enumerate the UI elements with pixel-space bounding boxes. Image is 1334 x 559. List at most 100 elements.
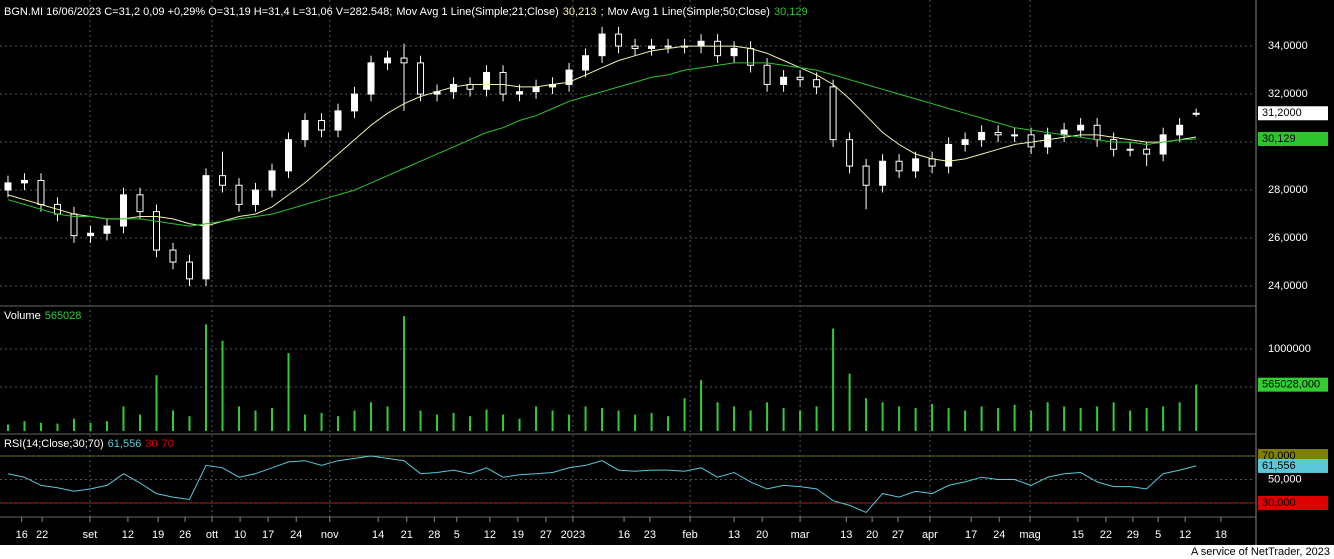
volume-bar	[138, 414, 141, 431]
volume-bar	[881, 402, 884, 431]
candle-body	[1110, 139, 1118, 150]
x-tick-label: 28	[428, 529, 440, 541]
volume-bar	[23, 421, 26, 431]
volume-bar	[386, 406, 389, 431]
rsi-badge-bg	[1258, 458, 1328, 473]
volume-bar	[469, 416, 472, 431]
panel-header: BGN.MI 16/06/2023 C=31,2 0,09 +0,29% O=3…	[4, 5, 812, 19]
level-value: 30	[145, 438, 158, 450]
x-tick-label: 27	[892, 529, 904, 541]
panel-header: Volume 565028	[4, 309, 85, 323]
footer: A service of NetTrader, 2023	[1191, 546, 1330, 558]
candle-body	[945, 143, 953, 167]
grid	[0, 0, 1255, 522]
panel-title: Volume	[4, 310, 41, 322]
candle-body	[4, 182, 12, 191]
volume-bar	[370, 402, 373, 431]
x-tick-label: 16	[618, 529, 630, 541]
volume-bar	[1013, 404, 1016, 431]
x-tick-label: 24	[290, 529, 302, 541]
candle-body	[318, 119, 326, 131]
candle-body	[1093, 124, 1101, 141]
candle-body	[152, 211, 160, 251]
rsi-badge: 61,556	[1262, 460, 1296, 472]
candle-body	[186, 261, 194, 280]
x-tick-label: 10	[234, 529, 246, 541]
panel-header: RSI(14;Close;30;70) 61,556 30 70	[4, 437, 178, 451]
volume-bar	[568, 414, 571, 431]
volume-bar	[1079, 408, 1082, 431]
volume-bar	[1030, 410, 1033, 431]
x-tick-label: 13	[728, 529, 740, 541]
candle-body	[119, 194, 127, 227]
x-tick-label: 13	[840, 529, 852, 541]
candle-body	[20, 179, 28, 184]
candle-body	[532, 86, 540, 93]
candle-body	[219, 175, 227, 186]
moving-average	[7, 45, 1197, 227]
candle-body	[994, 131, 1002, 136]
rsi-line	[7, 455, 1197, 514]
candle-body	[829, 86, 837, 141]
x-tick-label: 26	[179, 529, 191, 541]
candle-body	[1126, 148, 1134, 151]
x-tick-label: 15	[1072, 529, 1084, 541]
y-tick-label: 26,0000	[1268, 232, 1308, 244]
volume-bar	[452, 412, 455, 431]
candle-body	[1027, 134, 1035, 148]
candle-body	[714, 40, 722, 57]
volume-bar	[518, 418, 521, 431]
volume-bar	[122, 406, 125, 431]
candle-body	[763, 64, 771, 85]
volume-bar	[320, 412, 323, 431]
volume-bar	[865, 398, 868, 431]
volume-bar	[155, 375, 158, 431]
volume-bar	[782, 408, 785, 431]
x-tick-label: 17	[262, 529, 274, 541]
candle-body	[895, 160, 903, 172]
candle-body	[70, 213, 78, 237]
volume-bar	[221, 340, 224, 431]
candle-body	[565, 69, 573, 85]
candle-body	[1159, 134, 1167, 155]
x-tick-label: 16	[16, 529, 28, 541]
y-tick-label: 28,0000	[1268, 184, 1308, 196]
candle-body	[631, 45, 639, 49]
candle-body	[483, 71, 491, 90]
candle-body	[252, 189, 260, 205]
level-badge-bg	[1258, 496, 1328, 511]
volume-bar	[766, 402, 769, 431]
volume-bar	[1096, 406, 1099, 431]
marks	[4, 26, 1200, 514]
x-tick-label: 14	[372, 529, 384, 541]
candle-body	[86, 232, 94, 237]
candle-body	[1077, 124, 1085, 131]
volume-bar	[947, 408, 950, 431]
candle-body	[417, 62, 425, 95]
x-tick-label: 5	[454, 529, 460, 541]
volume-bar	[1063, 406, 1066, 431]
volume-bar	[848, 373, 851, 431]
volume-bar	[1178, 402, 1181, 431]
volume-bar	[485, 409, 488, 431]
volume-bar	[39, 422, 42, 431]
volume-bar	[980, 406, 983, 431]
volume-bar	[997, 408, 1000, 431]
volume-badge-bg	[1258, 377, 1328, 392]
x-tick-label: 22	[36, 529, 48, 541]
legend-value: 61,556	[107, 438, 142, 450]
volume-bar	[1162, 406, 1165, 431]
x-tick-label: feb	[682, 529, 697, 541]
x-tick-label: 17	[965, 529, 977, 541]
candle-body	[367, 62, 375, 95]
legend-value: 565028	[44, 310, 82, 322]
volume-bar	[551, 410, 554, 431]
candle-body	[664, 45, 672, 48]
volume-bar	[799, 410, 802, 431]
legend-name: Mov Avg 1 Line(Simple;21;Close)	[396, 6, 559, 18]
volume-bar	[105, 421, 108, 431]
ma-badge-bg	[1258, 131, 1328, 146]
y-tick-label: 34,0000	[1268, 40, 1308, 52]
candle-body	[1011, 134, 1019, 137]
candle-body	[862, 165, 870, 186]
